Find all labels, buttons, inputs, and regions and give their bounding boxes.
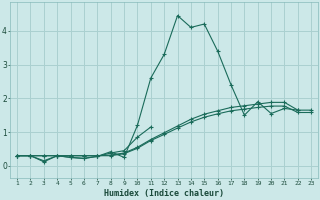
X-axis label: Humidex (Indice chaleur): Humidex (Indice chaleur) bbox=[104, 189, 224, 198]
